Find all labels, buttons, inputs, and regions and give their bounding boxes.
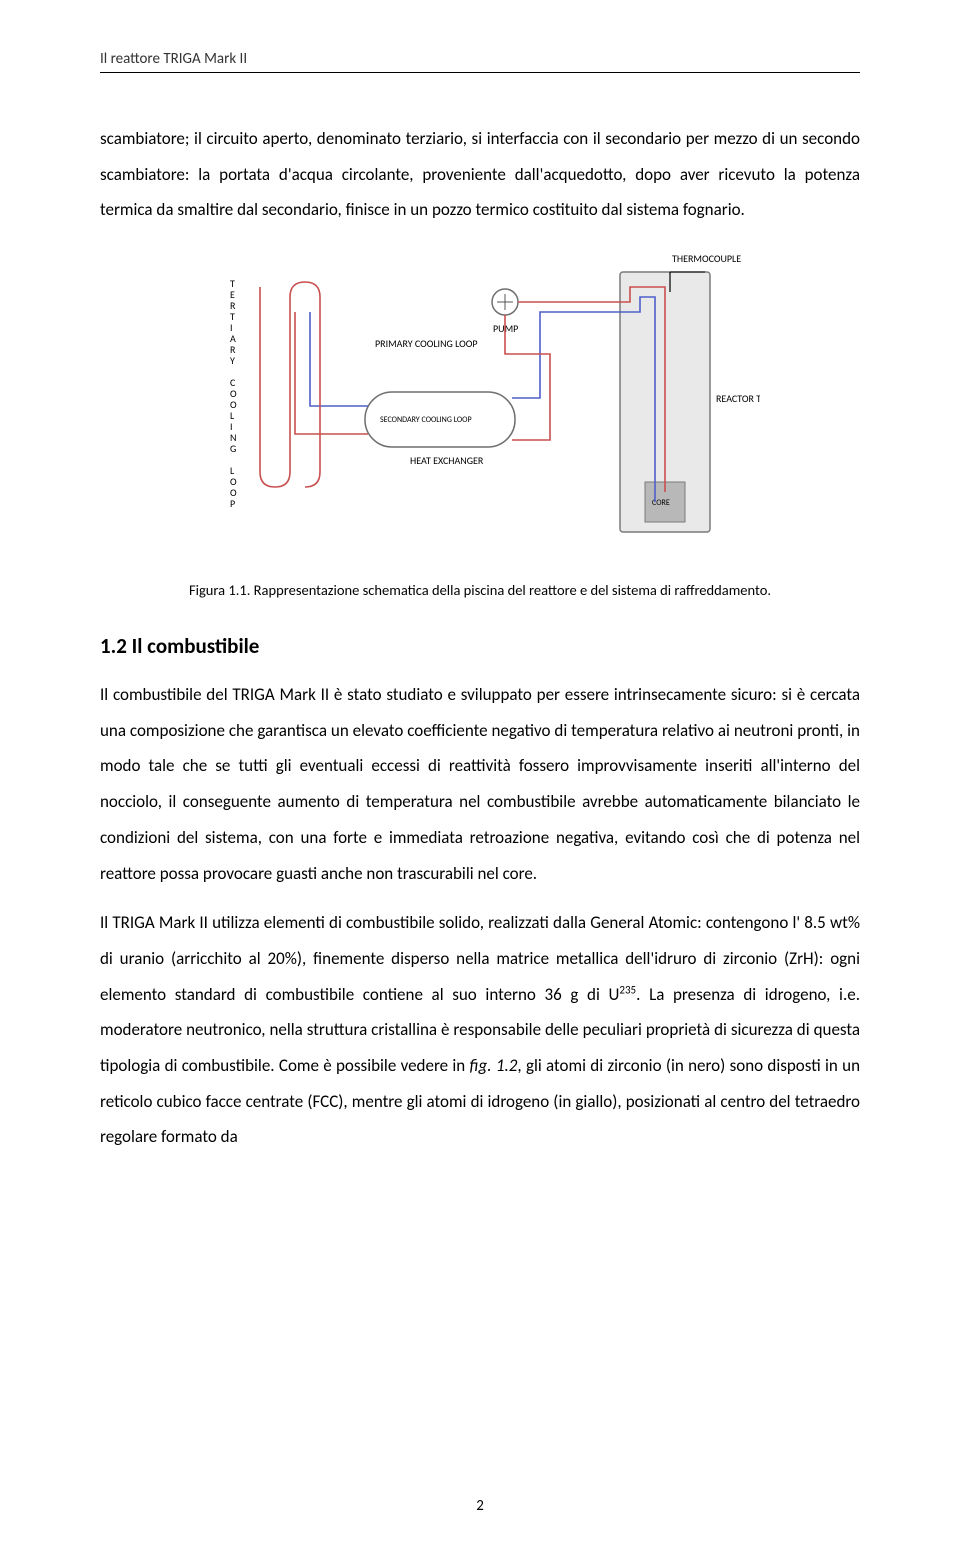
running-head: Il reattore TRIGA Mark II bbox=[100, 50, 860, 68]
section-heading: 1.2 Il combustibile bbox=[100, 633, 860, 659]
thermocouple-label: THERMOCOUPLE bbox=[672, 252, 741, 265]
secondary-in-line bbox=[295, 312, 368, 434]
intro-paragraph: scambiatore; il circuito aperto, denomin… bbox=[100, 121, 860, 228]
header-rule bbox=[100, 72, 860, 73]
secondary-label: SECONDARY COOLING LOOP bbox=[380, 415, 472, 425]
tertiary-label: TERTIARY COOLING LOOP bbox=[230, 277, 237, 510]
heat-exchanger-label: HEAT EXCHANGER bbox=[410, 454, 484, 467]
cooling-diagram: CORE THERMOCOUPLE REACTOR TANK SECONDARY… bbox=[200, 242, 760, 552]
figure-1-1: CORE THERMOCOUPLE REACTOR TANK SECONDARY… bbox=[100, 242, 860, 557]
page-number: 2 bbox=[0, 1497, 960, 1515]
u235-superscript: 235 bbox=[619, 983, 636, 996]
secondary-out-line bbox=[310, 312, 368, 406]
fig-1-2-ref: fig. 1.2 bbox=[470, 1055, 518, 1076]
figure-caption: Figura 1.1. Rappresentazione schematica … bbox=[100, 581, 860, 599]
tertiary-coil bbox=[260, 282, 320, 487]
body-paragraph-3: Il TRIGA Mark II utilizza elementi di co… bbox=[100, 905, 860, 1155]
reactor-tank-label: REACTOR TANK bbox=[716, 392, 760, 405]
body-paragraph-2: Il combustibile del TRIGA Mark II è stat… bbox=[100, 677, 860, 891]
primary-label: PRIMARY COOLING LOOP bbox=[375, 337, 478, 350]
